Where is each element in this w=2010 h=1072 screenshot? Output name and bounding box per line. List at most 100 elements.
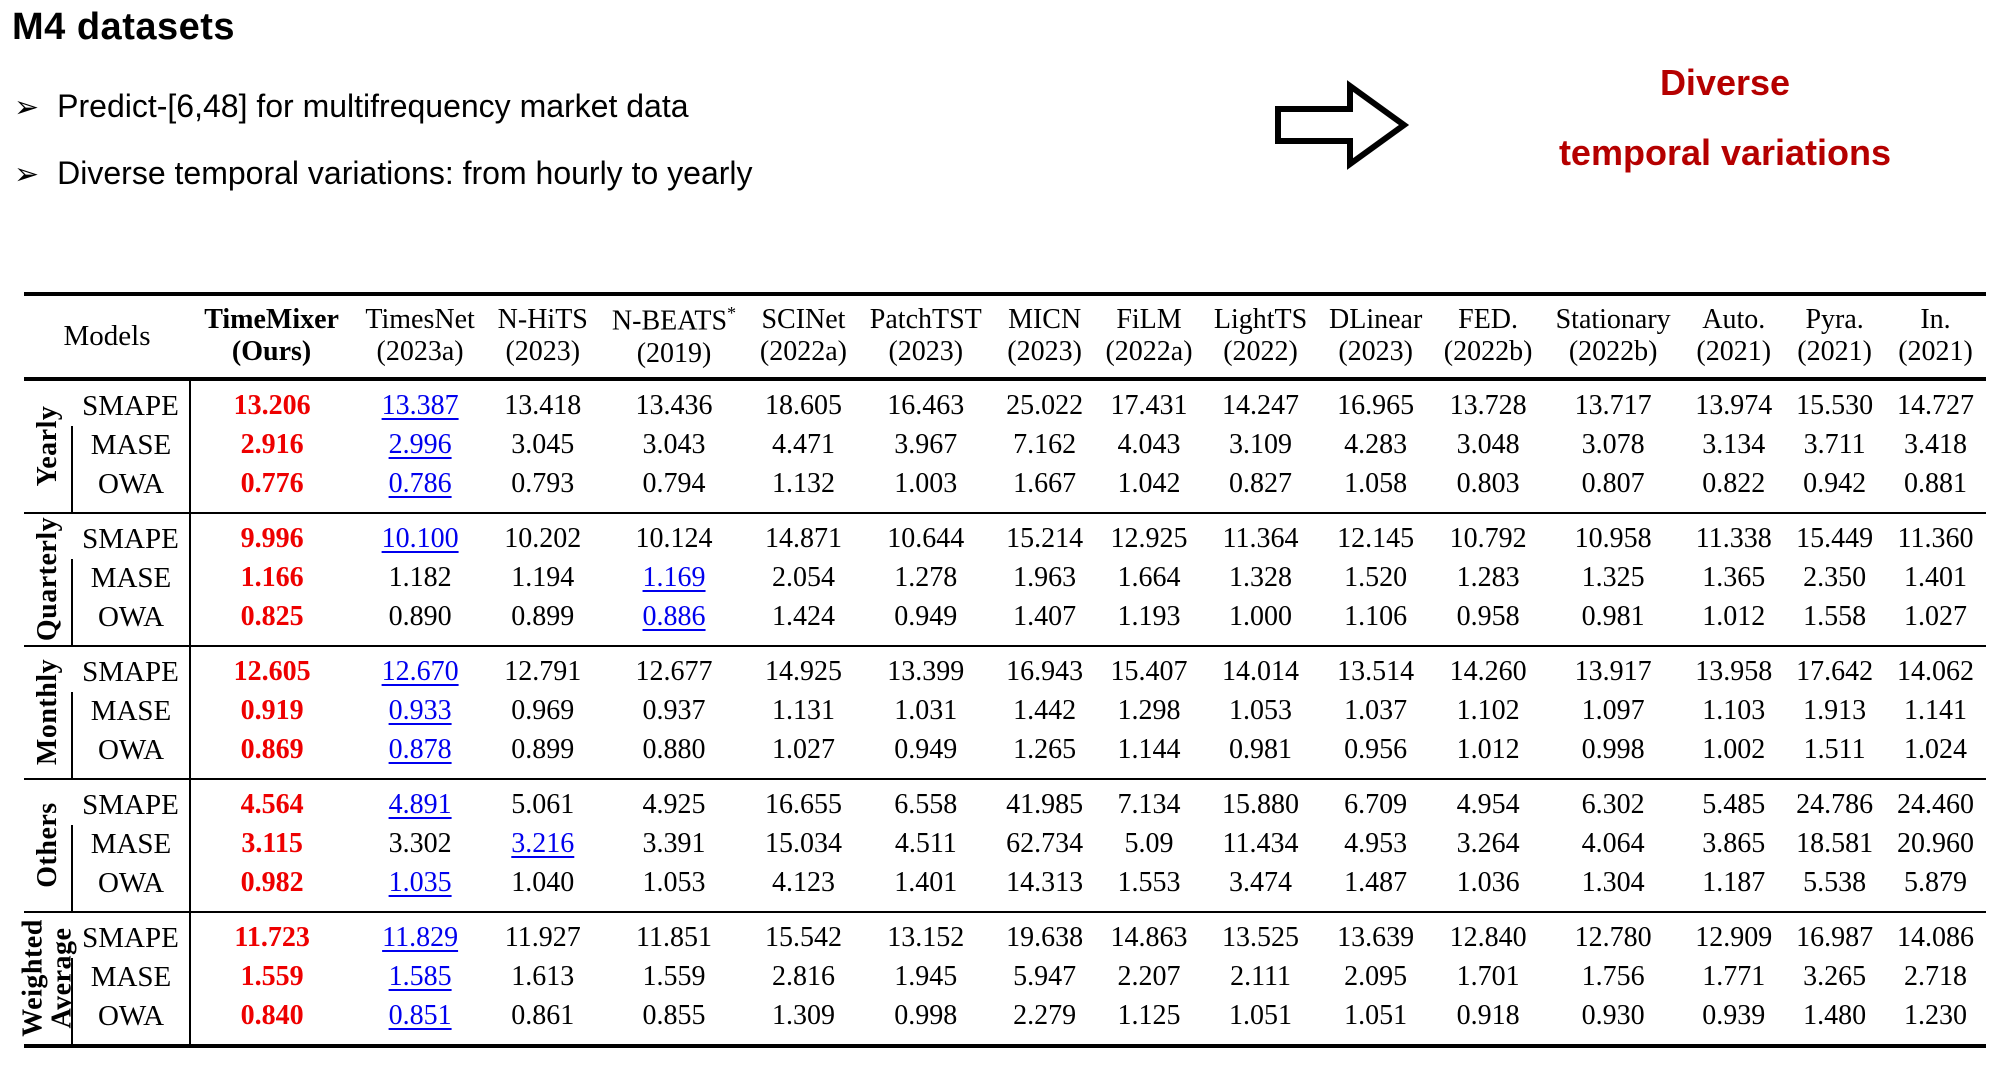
metric-label-others-mase: MASE	[71, 824, 191, 864]
cell-monthly-mase-patchtst: 1.031	[894, 695, 958, 727]
cell-weighted-average-mase-fed: 1.701	[1456, 961, 1520, 993]
cell-others-owa-dlinear: 1.487	[1344, 867, 1408, 899]
cell-yearly-mase-scinet: 4.471	[771, 429, 835, 461]
cell-monthly-smape-micn: 16.943	[1006, 656, 1084, 688]
cell-others-mase-fed: 3.264	[1456, 828, 1520, 860]
cell-monthly-owa-patchtst: 0.949	[894, 734, 958, 766]
cell-yearly-smape-pyra: 15.530	[1796, 390, 1874, 422]
cell-yearly-smape-film: 17.431	[1110, 390, 1188, 422]
cell-quarterly-smape-stationary: 10.958	[1574, 523, 1652, 555]
metric-label-yearly-smape: SMAPE	[72, 378, 191, 426]
cell-yearly-mase-pyra: 3.711	[1803, 429, 1866, 461]
bullet-arrow-icon: ➢	[14, 91, 40, 124]
cell-yearly-owa-auto: 0.822	[1702, 468, 1766, 500]
cell-monthly-mase-micn: 1.442	[1013, 695, 1077, 727]
cell-quarterly-owa-n-beats: 0.886	[642, 601, 706, 633]
cell-others-owa-timesnet: 1.035	[388, 867, 452, 899]
metric-label-quarterly-mase: MASE	[71, 558, 191, 598]
cell-others-owa-n-beats: 1.053	[642, 867, 706, 899]
cell-yearly-owa-stationary: 0.807	[1581, 468, 1645, 500]
group-label-weighted-average: Weighted Average	[17, 912, 77, 1046]
cell-quarterly-mase-pyra: 2.350	[1803, 562, 1867, 594]
row-group-others: Others SMAPE 4.564 4.891 5.061 4.925 16.655 6.5…	[24, 778, 1986, 912]
metric-label-monthly-smape: SMAPE	[72, 645, 191, 692]
cell-yearly-smape-n-hits: 13.418	[504, 390, 582, 422]
cell-quarterly-mase-lightts: 1.328	[1229, 562, 1293, 594]
cell-weighted-average-owa-dlinear: 1.051	[1344, 1000, 1408, 1032]
cell-yearly-smape-fed: 13.728	[1449, 390, 1527, 422]
cell-weighted-average-owa-lightts: 1.051	[1229, 1000, 1293, 1032]
cell-weighted-average-mase-lightts: 2.111	[1230, 961, 1291, 993]
cell-weighted-average-owa-patchtst: 0.998	[894, 1000, 958, 1032]
cell-quarterly-smape-film: 12.925	[1110, 523, 1188, 555]
cell-weighted-average-owa-n-hits: 0.861	[511, 1000, 575, 1032]
cell-quarterly-mase-timemixer: 1.166	[240, 562, 304, 594]
cell-quarterly-mase-fed: 1.283	[1456, 562, 1520, 594]
cell-yearly-owa-n-beats: 0.794	[642, 468, 706, 500]
cell-quarterly-mase-patchtst: 1.278	[894, 562, 958, 594]
model-name: PatchTST	[869, 304, 982, 336]
table-row: OWA 0.776 0.786 0.793 0.794 1.132 1.003 1.667 1.…	[24, 464, 1986, 513]
cell-monthly-smape-auto: 13.958	[1695, 656, 1773, 688]
cell-yearly-mase-dlinear: 4.283	[1344, 429, 1408, 461]
cell-monthly-smape-scinet: 14.925	[764, 656, 842, 688]
cell-others-mase-timesnet: 3.302	[388, 828, 452, 860]
model-name: SCINet	[761, 304, 846, 336]
metric-label-yearly-mase: MASE	[71, 425, 191, 465]
column-header-patchtst: PatchTST (2023)	[857, 294, 994, 379]
cell-monthly-smape-timemixer: 12.605	[233, 656, 311, 688]
cell-yearly-owa-dlinear: 1.058	[1344, 468, 1408, 500]
cell-monthly-owa-scinet: 1.027	[771, 734, 835, 766]
cell-monthly-smape-n-hits: 12.791	[504, 656, 582, 688]
column-header-pyra: Pyra. (2021)	[1784, 294, 1885, 379]
metric-label-quarterly-owa: OWA	[71, 597, 191, 646]
cell-weighted-average-owa-scinet: 1.309	[771, 1000, 835, 1032]
cell-yearly-owa-patchtst: 1.003	[894, 468, 958, 500]
cell-yearly-mase-fed: 3.048	[1456, 429, 1520, 461]
cell-weighted-average-smape-pyra: 16.987	[1796, 922, 1874, 954]
model-year: (2022b)	[1443, 336, 1533, 368]
table-row: MASE 0.919 0.933 0.969 0.937 1.131 1.031 1.442 1…	[24, 691, 1986, 731]
cell-quarterly-owa-timemixer: 0.825	[240, 601, 304, 633]
model-name: TimeMixer	[204, 304, 339, 336]
column-header-timesnet: TimesNet (2023a)	[353, 294, 487, 379]
model-year: (2022)	[1223, 336, 1298, 368]
column-header-in: In. (2021)	[1885, 294, 1986, 379]
table-row: Weighted Average SMAPE 11.723 11.829 11.927 1…	[17, 911, 1986, 1037]
cell-monthly-mase-in: 1.141	[1904, 695, 1968, 727]
callout-line2: temporal variations	[1558, 132, 1892, 174]
cell-others-mase-timemixer: 3.115	[241, 828, 303, 860]
bullet-item: ➢ Predict-[6,48] for multifrequency mark…	[14, 88, 753, 125]
cell-weighted-average-mase-pyra: 3.265	[1803, 961, 1867, 993]
cell-yearly-smape-auto: 13.974	[1695, 390, 1773, 422]
cell-monthly-owa-dlinear: 0.956	[1344, 734, 1408, 766]
cell-quarterly-mase-n-beats: 1.169	[642, 562, 706, 594]
group-label-others: Others	[24, 779, 72, 912]
cell-weighted-average-smape-micn: 19.638	[1006, 922, 1084, 954]
cell-monthly-owa-micn: 1.265	[1013, 734, 1077, 766]
cell-yearly-owa-pyra: 0.942	[1803, 468, 1867, 500]
cell-weighted-average-owa-timesnet: 0.851	[388, 1000, 452, 1032]
table-row: OWA 0.982 1.035 1.040 1.053 4.123 1.401 14.313 1…	[24, 863, 1986, 912]
model-name: Stationary	[1555, 304, 1671, 336]
cell-quarterly-smape-lightts: 11.364	[1222, 523, 1299, 555]
cell-monthly-owa-timesnet: 0.878	[388, 734, 452, 766]
cell-quarterly-owa-micn: 1.407	[1013, 601, 1077, 633]
group-label-text: Weighted Average	[16, 919, 77, 1037]
cell-yearly-owa-timesnet: 0.786	[388, 468, 452, 500]
cell-quarterly-mase-n-hits: 1.194	[511, 562, 575, 594]
cell-yearly-mase-film: 4.043	[1117, 429, 1181, 461]
cell-weighted-average-mase-stationary: 1.756	[1581, 961, 1645, 993]
cell-others-owa-film: 1.553	[1117, 867, 1181, 899]
cell-monthly-smape-n-beats: 12.677	[635, 656, 713, 688]
model-name: DLinear	[1329, 304, 1423, 336]
cell-yearly-smape-dlinear: 16.965	[1337, 390, 1415, 422]
cell-others-owa-lightts: 3.474	[1229, 867, 1293, 899]
cell-others-mase-patchtst: 4.511	[894, 828, 957, 860]
model-year: (2021)	[1696, 336, 1772, 368]
model-year: (2021)	[1797, 336, 1872, 368]
table-row: MASE 1.559 1.585 1.613 1.559 2.816 1.945 5.947 2…	[24, 957, 1986, 997]
cell-monthly-owa-in: 1.024	[1904, 734, 1968, 766]
cell-weighted-average-owa-film: 1.125	[1117, 1000, 1181, 1032]
cell-weighted-average-smape-in: 14.086	[1897, 922, 1975, 954]
